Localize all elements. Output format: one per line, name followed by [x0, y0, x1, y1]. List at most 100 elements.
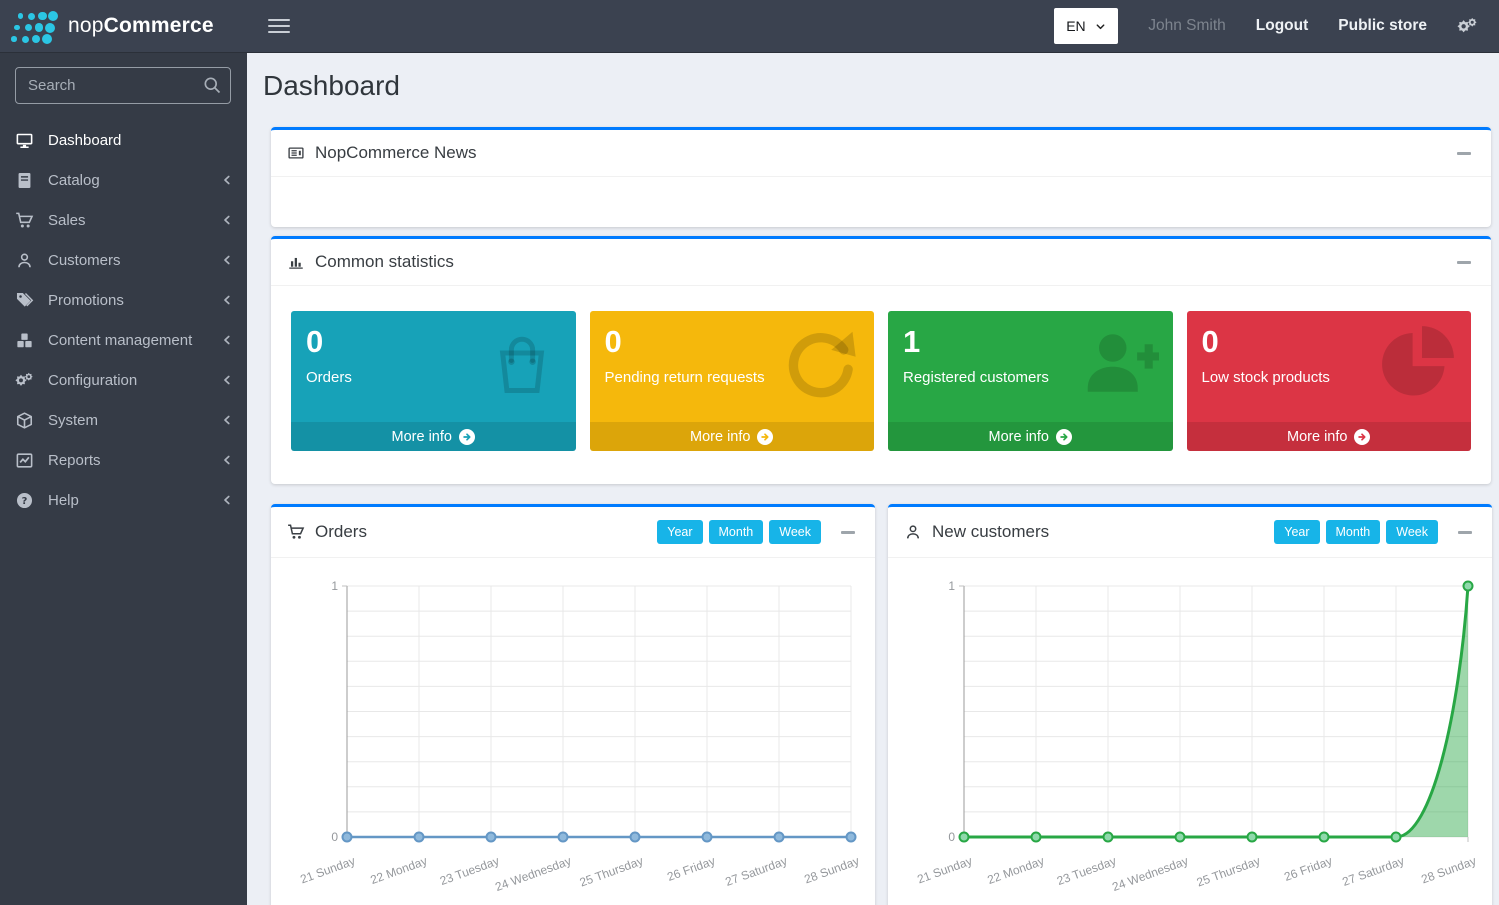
svg-text:28 Sunday: 28 Sunday	[1419, 854, 1478, 887]
new-customers-week-button[interactable]: Week	[1386, 520, 1438, 544]
logo[interactable]: nopCommerce	[0, 0, 247, 53]
chevron-left-icon	[221, 374, 233, 386]
sidebar-item-promotions[interactable]: Promotions	[0, 280, 247, 320]
settings-gears-icon[interactable]	[1457, 16, 1478, 37]
svg-text:1: 1	[948, 579, 955, 593]
svg-text:28 Sunday: 28 Sunday	[802, 854, 861, 887]
sidebar-item-label: Dashboard	[48, 131, 122, 149]
more-info-link-registered-customers[interactable]: More info	[888, 422, 1173, 451]
new-customers-chart: 1 0 21 Sunday 22 Monday 23 Tuesday 24 Wednesd…	[888, 558, 1492, 904]
sidebar-item-sales[interactable]: Sales	[0, 200, 247, 240]
collapse-button[interactable]	[1453, 148, 1475, 159]
chevron-left-icon	[221, 254, 233, 266]
search-input[interactable]	[15, 67, 231, 104]
svg-text:26 Friday: 26 Friday	[665, 854, 717, 884]
brand-text: nopCommerce	[68, 14, 214, 37]
cart-icon	[287, 523, 305, 541]
sidebar-item-system[interactable]: System	[0, 400, 247, 440]
more-info-link-orders[interactable]: More info	[291, 422, 576, 451]
chevron-left-icon	[221, 414, 233, 426]
bar-chart-icon	[287, 253, 305, 271]
more-info-link-pending-return-requests[interactable]: More info	[589, 422, 874, 451]
user-icon	[15, 251, 38, 270]
sidebar-item-catalog[interactable]: Catalog	[0, 160, 247, 200]
minus-icon	[841, 530, 855, 534]
orders-period-buttons: Year Month Week	[657, 520, 821, 544]
new-customers-period-buttons: Year Month Week	[1274, 520, 1438, 544]
news-panel: NopCommerce News	[271, 127, 1491, 227]
user-plus-icon	[1079, 323, 1161, 408]
topbar-right: EN John Smith Logout Public store	[1054, 8, 1499, 44]
more-info-label: More info	[1287, 428, 1348, 445]
orders-chart: 1 0 21 Sunday 22 Monday 23 Tuesday 24 Wednesd…	[271, 558, 875, 904]
stat-label: Registered customers	[903, 369, 1049, 386]
orders-week-button[interactable]: Week	[769, 520, 821, 544]
search-icon	[202, 75, 222, 100]
user-name: John Smith	[1148, 17, 1226, 34]
help-icon: ?	[15, 491, 38, 510]
orders-chart-panel: Orders Year Month Week 1 0 21 Sunday 22 Monda…	[271, 504, 875, 905]
svg-text:27 Saturday: 27 Saturday	[723, 854, 789, 889]
stat-value: 0	[1201, 324, 1219, 359]
language-select-control[interactable]: EN	[1066, 18, 1087, 34]
svg-text:0: 0	[331, 830, 338, 844]
svg-text:23 Tuesday: 23 Tuesday	[438, 854, 501, 888]
collapse-button[interactable]	[837, 527, 859, 538]
minus-icon	[1457, 260, 1471, 264]
new-customers-panel-title: New customers	[932, 522, 1050, 541]
logout-link[interactable]: Logout	[1255, 17, 1309, 34]
sidebar-item-label: Configuration	[48, 371, 138, 389]
orders-panel-title: Orders	[315, 522, 367, 541]
svg-text:1: 1	[331, 579, 338, 593]
more-info-link-low-stock-products[interactable]: More info	[1186, 422, 1471, 451]
arrow-circle-right-icon	[757, 428, 774, 445]
chevron-down-icon	[1095, 21, 1106, 32]
sidebar-item-customers[interactable]: Customers	[0, 240, 247, 280]
news-panel-header: NopCommerce News	[271, 130, 1491, 177]
hamburger-menu-icon[interactable]	[268, 15, 290, 37]
new-customers-month-button[interactable]: Month	[1325, 520, 1381, 544]
stat-cards: 0 Orders More info 0 Pending return requ…	[271, 286, 1491, 484]
nopcommerce-dots-icon	[11, 8, 59, 44]
common-statistics-panel: Common statistics 0 Orders More info 0 P…	[271, 236, 1491, 484]
svg-text:22 Monday: 22 Monday	[368, 854, 429, 887]
stat-label: Low stock products	[1201, 369, 1330, 386]
collapse-button[interactable]	[1454, 527, 1476, 538]
orders-month-button[interactable]: Month	[708, 520, 764, 544]
sidebar-item-label: Help	[48, 491, 79, 509]
svg-text:27 Saturday: 27 Saturday	[1340, 854, 1406, 889]
new-customers-year-button[interactable]: Year	[1274, 520, 1320, 544]
arrow-circle-right-icon	[458, 428, 475, 445]
gears-icon	[15, 371, 38, 390]
orders-year-button[interactable]: Year	[657, 520, 703, 544]
sidebar-item-dashboard[interactable]: Dashboard	[0, 120, 247, 160]
sidebar-item-configuration[interactable]: Configuration	[0, 360, 247, 400]
sidebar-item-content-management[interactable]: Content management	[0, 320, 247, 360]
more-info-label: More info	[391, 428, 452, 445]
public-store-link[interactable]: Public store	[1338, 17, 1427, 34]
sidebar-menu: Dashboard Catalog Sales Customers Promotions…	[0, 120, 247, 520]
language-select[interactable]: EN	[1054, 8, 1119, 44]
chevron-left-icon	[221, 334, 233, 346]
stat-card-orders: 0 Orders More info	[291, 311, 576, 451]
chevron-left-icon	[221, 454, 233, 466]
cubes-icon	[15, 331, 38, 350]
collapse-button[interactable]	[1453, 257, 1475, 268]
statistics-panel-header: Common statistics	[271, 239, 1491, 286]
sidebar-search	[15, 67, 231, 104]
stat-card-registered-customers: 1 Registered customers More info	[888, 311, 1173, 451]
page-title: Dashboard	[263, 70, 400, 101]
new-customers-panel-header: New customers Year Month Week	[888, 507, 1492, 558]
statistics-panel-title: Common statistics	[315, 252, 454, 271]
minus-icon	[1457, 151, 1471, 155]
main-area: EN John Smith Logout Public store Dashbo…	[247, 0, 1499, 905]
svg-text:22 Monday: 22 Monday	[985, 854, 1046, 887]
refresh-icon	[780, 323, 860, 408]
sidebar-item-reports[interactable]: Reports	[0, 440, 247, 480]
sidebar-item-label: Sales	[48, 211, 86, 229]
sidebar-item-label: System	[48, 411, 99, 429]
sidebar-item-help[interactable]: ? Help	[0, 480, 247, 520]
sidebar: nopCommerce Dashboard Catalog Sales Custome…	[0, 0, 247, 905]
svg-text:21 Sunday: 21 Sunday	[915, 854, 974, 887]
